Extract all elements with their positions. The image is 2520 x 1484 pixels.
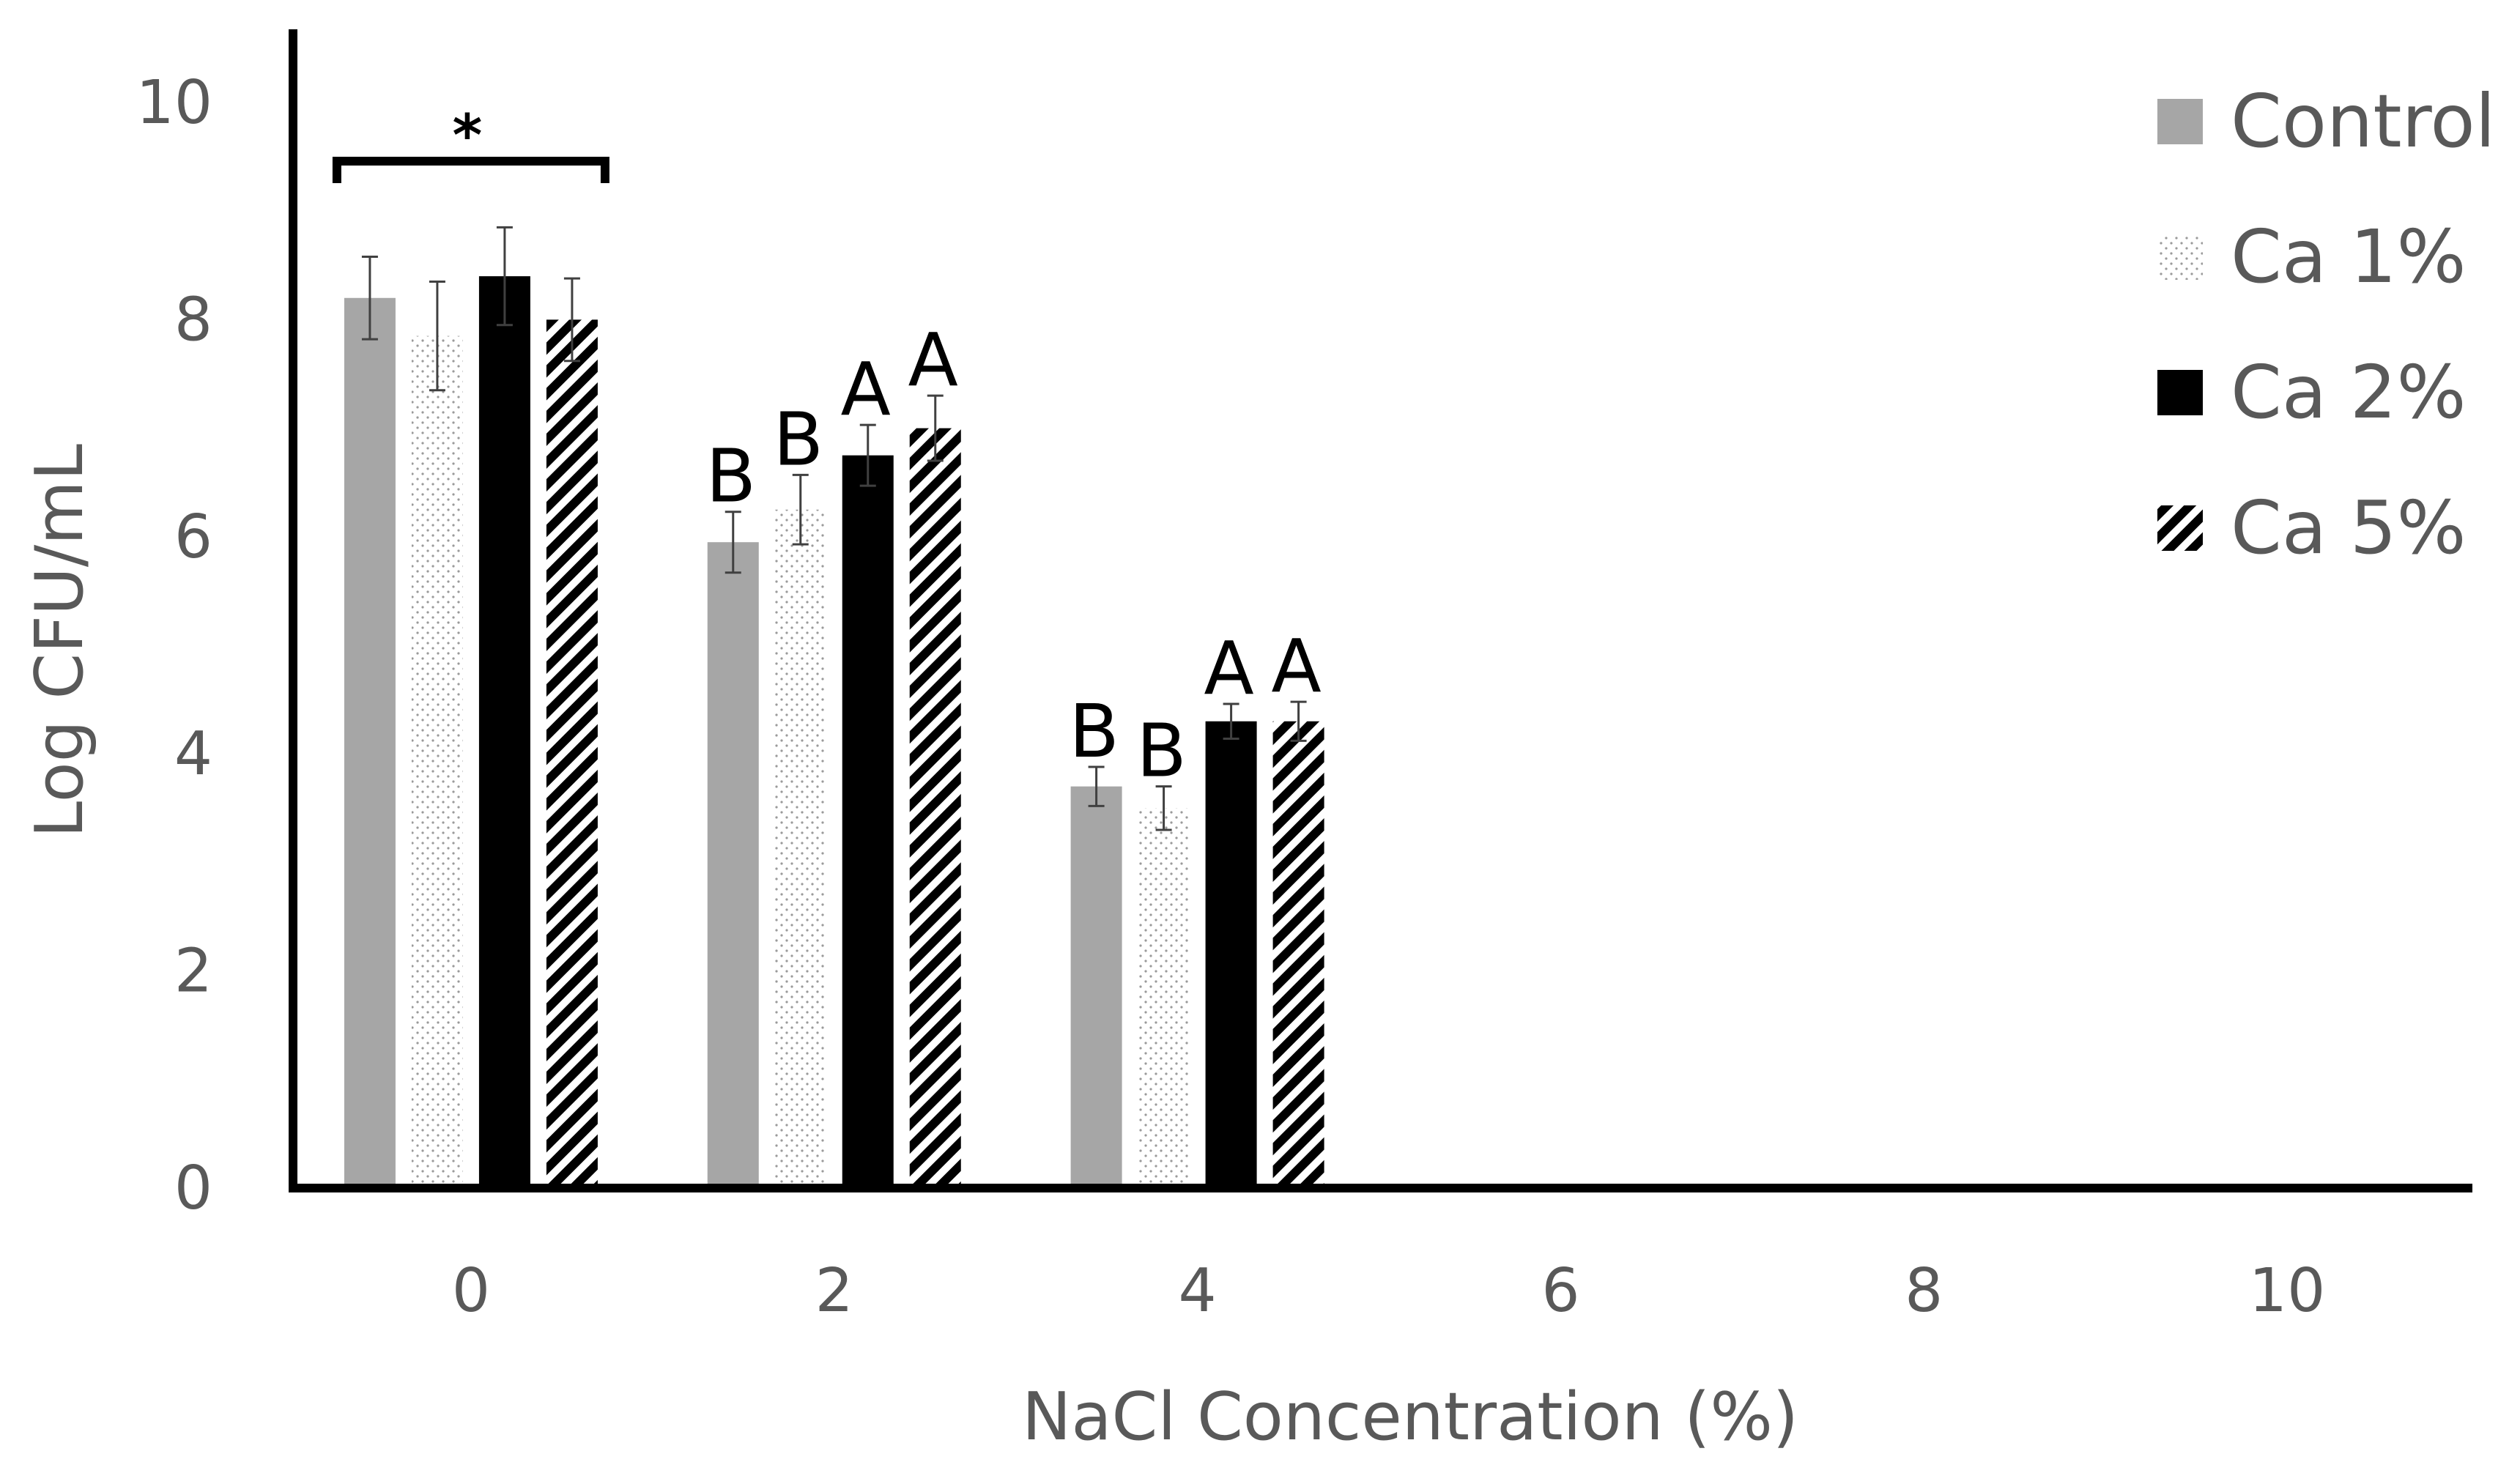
y-axis-title: Log CFU/mL xyxy=(21,444,98,838)
bars-layer xyxy=(344,226,1324,1188)
error-bar xyxy=(361,255,378,341)
bar-control-4 xyxy=(1070,786,1122,1188)
x-tick-label: 2 xyxy=(815,1256,853,1326)
significance-letter: A xyxy=(1204,626,1253,711)
legend-swatch xyxy=(2157,505,2203,551)
bar-ca-5--2 xyxy=(909,428,961,1188)
y-tick-label: 2 xyxy=(174,937,212,1006)
error-bar xyxy=(563,277,580,363)
significance-letter: B xyxy=(773,396,823,482)
y-tick-label: 8 xyxy=(174,285,212,355)
bar-ca-1--4 xyxy=(1138,808,1190,1188)
significance-letter: B xyxy=(1136,708,1187,794)
x-tick-label: 4 xyxy=(1178,1256,1216,1326)
x-axis-title: NaCl Concentration (%) xyxy=(1022,1379,1798,1455)
error-bar xyxy=(496,226,513,327)
error-bar xyxy=(1290,700,1307,742)
significance-letter: A xyxy=(1271,623,1321,709)
legend-label: Ca 2% xyxy=(2231,349,2467,435)
legend-label: Ca 5% xyxy=(2231,485,2467,571)
y-tick-label: 10 xyxy=(136,68,212,138)
x-tick-label: 6 xyxy=(1541,1256,1579,1326)
bar-ca-5--0 xyxy=(546,319,598,1188)
legend-item: Ca 2% xyxy=(2157,349,2467,435)
bracket-line xyxy=(332,157,609,183)
significance-star: * xyxy=(453,103,483,169)
error-bar xyxy=(429,281,445,392)
bar-ca-2--2 xyxy=(842,455,894,1188)
legend-label: Control xyxy=(2231,78,2495,164)
significance-letter: B xyxy=(1069,689,1119,774)
bar-ca-5--4 xyxy=(1272,721,1324,1188)
error-bar xyxy=(792,473,809,546)
error-bar xyxy=(859,423,876,487)
legend-swatch xyxy=(2157,370,2203,415)
bar-ca-2--4 xyxy=(1205,721,1257,1188)
bar-ca-2--0 xyxy=(478,276,530,1188)
legend-item: Ca 1% xyxy=(2157,214,2467,300)
legend-swatch xyxy=(2157,99,2203,144)
error-bar xyxy=(1223,702,1239,740)
x-tick-label: 10 xyxy=(2249,1256,2325,1326)
significance-letter: A xyxy=(841,346,891,432)
axes-layer: 0 2 4 6 8 10 0 2 4 6 8 10 NaCl Concentration (%) Log … xyxy=(21,29,2472,1455)
legend-item: Ca 5% xyxy=(2157,485,2467,571)
bar-control-2 xyxy=(707,542,759,1188)
legend-swatch xyxy=(2157,234,2203,280)
legend-label: Ca 1% xyxy=(2231,214,2467,300)
significance-letter: A xyxy=(908,317,958,403)
legend-item: Control xyxy=(2157,78,2495,164)
bar-ca-1--2 xyxy=(774,509,826,1188)
error-bar xyxy=(724,511,741,574)
y-tick-label: 4 xyxy=(174,719,212,789)
bar-ca-1--0 xyxy=(411,335,463,1188)
legend: Control Ca 1% Ca 2% Ca 5% xyxy=(2157,78,2495,571)
bar-control-0 xyxy=(344,297,396,1188)
error-bar xyxy=(927,394,944,462)
y-tick-label: 0 xyxy=(174,1154,212,1223)
y-tick-label: 6 xyxy=(174,502,212,572)
error-bar xyxy=(1088,765,1105,807)
x-tick-label: 0 xyxy=(452,1256,490,1326)
error-bar xyxy=(1155,785,1172,831)
x-tick-label: 8 xyxy=(1905,1256,1943,1326)
significance-bracket: * xyxy=(332,103,609,183)
significance-letter: B xyxy=(705,434,756,519)
